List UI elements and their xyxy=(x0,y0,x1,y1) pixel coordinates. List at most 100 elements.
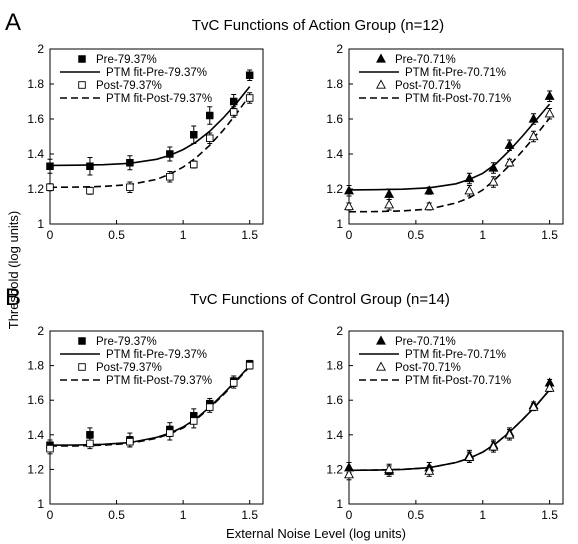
data-point-post xyxy=(504,157,515,167)
y-tick-label: 1.2 xyxy=(27,182,44,196)
y-tick-label: 1.8 xyxy=(326,77,343,91)
legend-marker xyxy=(78,337,86,345)
data-point-post xyxy=(205,134,214,142)
data-point-post xyxy=(166,429,174,437)
data-point-post xyxy=(190,417,198,425)
data-point-pre xyxy=(46,162,54,170)
y-tick-label: 1.2 xyxy=(326,182,343,196)
legend-marker xyxy=(376,79,386,89)
data-point-post xyxy=(229,379,238,387)
y-tick-label: 1.6 xyxy=(27,393,44,407)
data-point-pre xyxy=(205,111,214,120)
legend-marker xyxy=(376,335,386,345)
data-point-post xyxy=(166,172,174,181)
y-tick-label: 1.4 xyxy=(27,147,44,161)
data-point-post xyxy=(245,94,254,102)
y-tick-label: 1.8 xyxy=(326,359,343,373)
data-point-pre xyxy=(86,431,94,439)
y-tick-label: 1.8 xyxy=(27,359,44,373)
legend-marker xyxy=(78,363,86,371)
y-tick-label: 1 xyxy=(37,217,44,231)
y-tick-label: 2 xyxy=(336,42,343,56)
data-point-pre xyxy=(504,139,515,149)
y-tick-label: 2 xyxy=(336,324,343,338)
legend-marker xyxy=(78,81,86,89)
data-point-pre xyxy=(126,158,134,167)
data-point-post xyxy=(344,469,354,479)
data-point-pre xyxy=(464,172,475,183)
panel-b-letter: B xyxy=(5,284,21,311)
fit-curve-pre xyxy=(348,389,551,472)
y-tick-label: 1.4 xyxy=(27,428,44,442)
data-point-post xyxy=(528,130,539,141)
data-point-pre xyxy=(245,71,254,79)
data-point-post xyxy=(488,176,499,186)
y-tick-label: 1.8 xyxy=(27,77,44,91)
x-tick-label: 0 xyxy=(346,508,353,522)
plot-frame xyxy=(348,48,564,225)
data-point-post xyxy=(464,451,475,461)
panel-b-title: TvC Functions of Control Group (n=14) xyxy=(190,291,450,308)
fit-curve-pre xyxy=(348,103,551,191)
y-tick-label: 1.4 xyxy=(326,147,343,161)
legend-label: Post-79.37% xyxy=(96,362,162,374)
y-tick-label: 1.6 xyxy=(326,112,343,126)
legend-label: PTM fit-Pre-70.71% xyxy=(405,67,506,79)
data-point-pre xyxy=(344,185,354,195)
x-tick-label: 0.5 xyxy=(108,228,125,242)
data-point-pre xyxy=(190,130,198,139)
y-tick-label: 1.6 xyxy=(326,393,343,407)
y-tick-label: 1 xyxy=(336,497,343,511)
legend-label: Pre-79.37% xyxy=(96,336,157,348)
panel-a-title: TvC Functions of Action Group (n=12) xyxy=(192,17,444,34)
fit-curve-post xyxy=(348,117,551,213)
data-point-pre xyxy=(166,150,174,158)
data-point-post xyxy=(544,382,555,392)
legend-label: PTM fit-Post-70.71% xyxy=(405,375,511,387)
x-tick-label: 0 xyxy=(47,228,54,242)
data-point-post xyxy=(488,441,499,451)
data-point-pre xyxy=(544,90,555,100)
data-point-post xyxy=(229,108,238,116)
x-tick-label: 0.5 xyxy=(408,508,425,522)
data-point-post xyxy=(126,183,134,191)
fit-curve-pre xyxy=(49,86,251,167)
x-tick-label: 1.5 xyxy=(241,508,258,522)
data-point-post xyxy=(344,200,354,211)
data-point-pre xyxy=(229,97,238,106)
fit-curve-post xyxy=(49,365,251,447)
data-point-post xyxy=(86,439,94,448)
data-point-post xyxy=(384,199,395,209)
data-point-post xyxy=(126,437,134,446)
x-tick-label: 1 xyxy=(479,508,486,522)
x-tick-label: 0.5 xyxy=(108,508,125,522)
data-point-post xyxy=(464,185,475,195)
x-tick-label: 1 xyxy=(479,228,486,242)
legend-label: PTM fit-Post-79.37% xyxy=(106,375,212,387)
data-point-post xyxy=(504,429,515,439)
legend-label: PTM fit-Pre-79.37% xyxy=(106,67,207,79)
x-tick-label: 1 xyxy=(180,228,187,242)
data-point-post xyxy=(384,463,395,474)
y-tick-label: 1.2 xyxy=(326,462,343,476)
legend-marker xyxy=(376,53,386,63)
fit-curve-post xyxy=(348,389,551,472)
x-tick-label: 1.5 xyxy=(541,228,558,242)
legend-marker xyxy=(78,55,86,63)
y-tick-label: 1.4 xyxy=(326,428,343,442)
legend-label: PTM fit-Post-70.71% xyxy=(405,93,511,105)
x-axis-label: External Noise Level (log units) xyxy=(226,526,406,541)
plot-frame xyxy=(49,330,264,505)
data-point-post xyxy=(205,403,214,411)
y-tick-label: 2 xyxy=(37,42,44,56)
legend-label: PTM fit-Pre-70.71% xyxy=(405,349,506,361)
x-tick-label: 1.5 xyxy=(541,508,558,522)
y-tick-label: 1.6 xyxy=(27,112,44,126)
legend-label: Pre-79.37% xyxy=(96,54,157,66)
x-tick-label: 0 xyxy=(47,508,54,522)
data-point-pre xyxy=(528,113,539,123)
plot-frame xyxy=(348,330,564,505)
